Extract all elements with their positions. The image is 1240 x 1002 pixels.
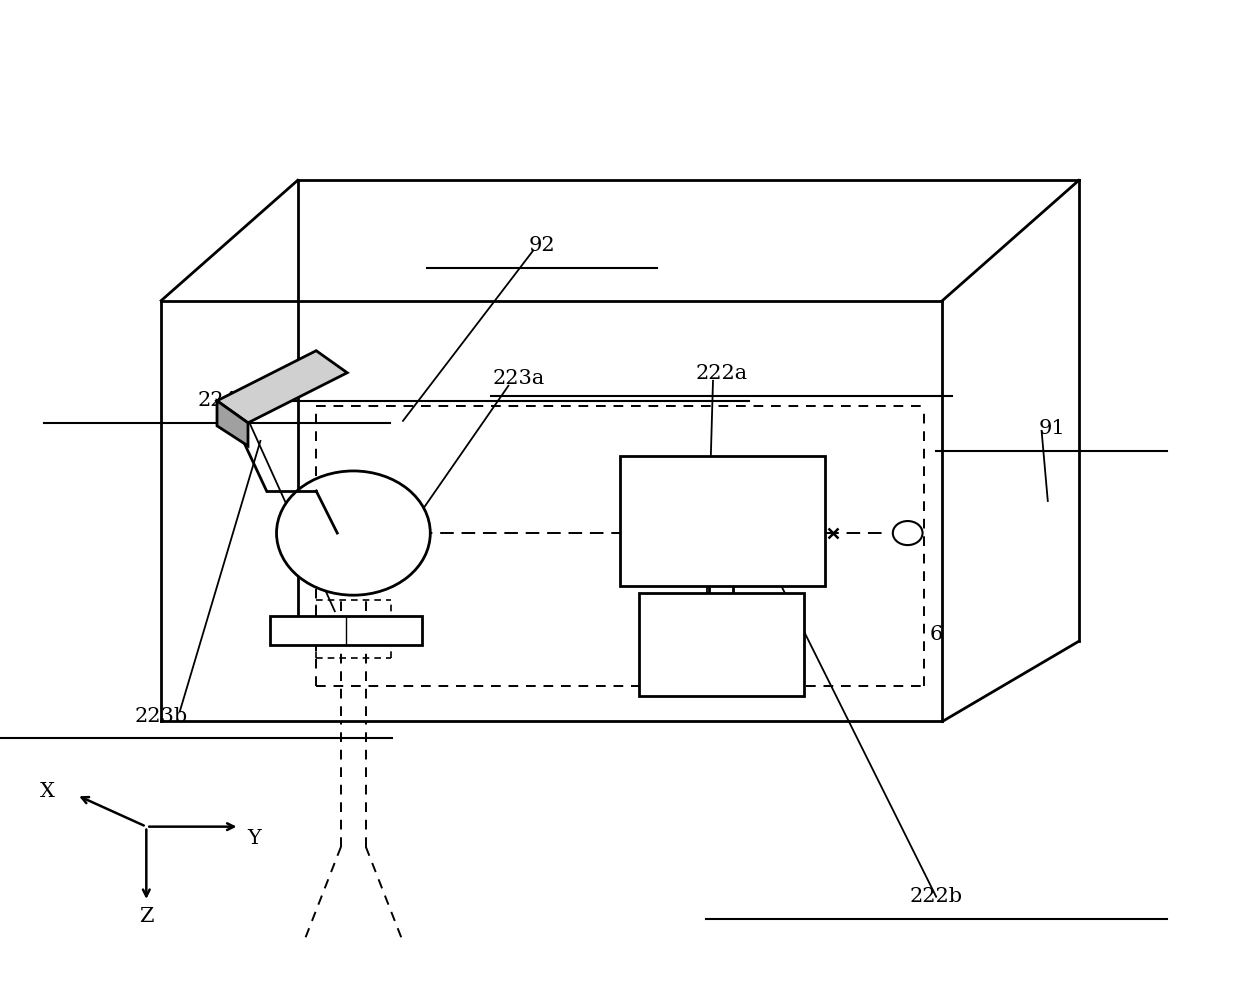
Text: Z: Z — [139, 908, 154, 926]
Polygon shape — [217, 351, 347, 423]
Text: 222b: 222b — [910, 888, 962, 906]
Text: X: X — [40, 783, 55, 801]
Text: 224: 224 — [197, 392, 237, 410]
Text: Y: Y — [247, 830, 262, 848]
Text: 92: 92 — [528, 236, 556, 255]
Circle shape — [277, 471, 430, 595]
Text: 91: 91 — [1038, 420, 1065, 438]
Text: 222a: 222a — [696, 365, 748, 383]
Polygon shape — [217, 401, 248, 446]
Bar — [620, 456, 825, 586]
Text: 223b: 223b — [135, 707, 187, 725]
Bar — [270, 616, 422, 645]
Text: 223a: 223a — [492, 370, 544, 388]
Bar — [639, 593, 804, 696]
Text: 6: 6 — [930, 625, 942, 643]
